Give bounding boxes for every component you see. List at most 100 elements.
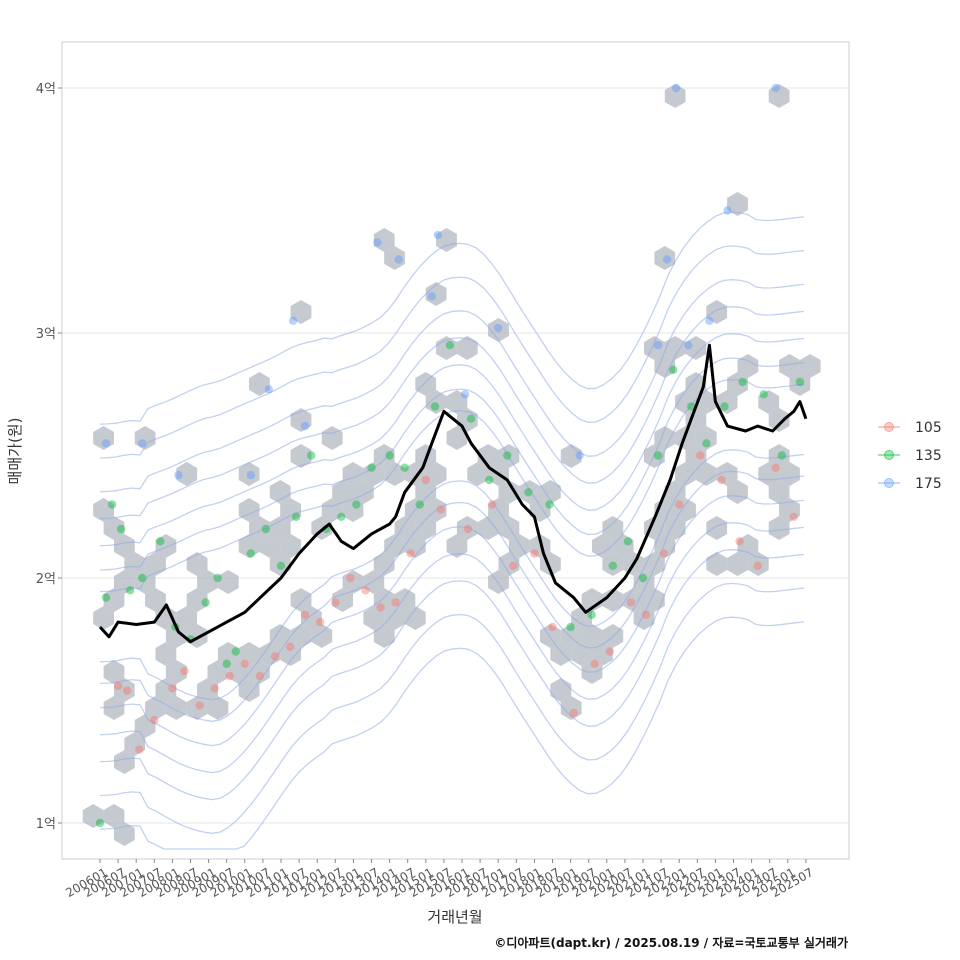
point-series-175 (373, 238, 382, 247)
hexbin-cell (197, 678, 218, 702)
hexbin-cell (768, 408, 790, 432)
contour-line (99, 306, 805, 520)
hexbin-cell (373, 444, 395, 468)
point-series-105 (605, 647, 614, 656)
hexbin-cell (727, 192, 748, 216)
point-series-105 (530, 549, 539, 558)
hexbin-cell (394, 516, 416, 540)
hexbin-cell (467, 462, 489, 486)
hexbin-cell (404, 606, 426, 630)
point-series-135 (720, 402, 729, 411)
hexbin-cell (602, 516, 624, 540)
hexbin-cell (311, 624, 333, 648)
hexbin-cell (425, 282, 447, 306)
hexbin-cell (363, 570, 385, 594)
point-series-135 (261, 524, 271, 534)
point-series-105 (135, 745, 144, 754)
point-series-105 (463, 524, 473, 534)
hexbin-cell (290, 300, 312, 324)
hexbin-cell (706, 300, 728, 324)
hexbin-cell (280, 498, 301, 522)
hexbin-cell (155, 678, 177, 702)
point-series-105 (210, 684, 219, 693)
point-series-135 (107, 500, 117, 509)
point-series-105 (696, 451, 705, 460)
hexbin-cell (207, 660, 229, 684)
scatter-points (95, 83, 805, 828)
point-series-105 (346, 573, 355, 583)
y-tick-label: 4억 (36, 82, 56, 97)
hexbin-cell (799, 354, 821, 378)
hexbin-cell (633, 570, 655, 594)
hexbin-cell (592, 534, 613, 558)
hexbin-cell (664, 516, 686, 540)
point-series-105 (300, 610, 310, 619)
hexbin-cell (768, 480, 790, 504)
hexbin-cell (259, 642, 281, 666)
hexbin-cell (165, 624, 187, 648)
hexbin-cell (716, 462, 738, 486)
hexbin-cell (280, 534, 301, 558)
hexbin-cell (675, 390, 696, 414)
hexbin-cell (540, 480, 561, 504)
point-series-105 (195, 701, 204, 710)
hexbin-cell (404, 534, 426, 558)
point-series-105 (421, 475, 430, 485)
point-series-175 (138, 439, 147, 448)
hexbin-cell (446, 390, 468, 414)
hexbin-cell (488, 318, 509, 342)
point-series-175 (427, 292, 436, 301)
hexbin-cell (779, 462, 800, 486)
hexbin-cell (249, 372, 270, 396)
point-series-135 (623, 537, 633, 546)
point-series-105 (789, 512, 798, 521)
contour-line (99, 549, 805, 801)
legend-label-105: 105 (915, 420, 942, 436)
point-series-135 (385, 451, 394, 460)
point-series-175 (653, 341, 663, 350)
hexbin-cell (592, 642, 613, 666)
point-series-105 (641, 610, 651, 619)
point-series-105 (659, 549, 669, 558)
hexbin-cell (238, 534, 260, 558)
point-series-175 (771, 83, 780, 93)
hexbin-cell (477, 516, 499, 540)
point-series-135 (352, 500, 361, 509)
hexbin-cell (269, 624, 291, 648)
hexbin-cell (425, 462, 447, 486)
hexbin-cell (93, 606, 114, 630)
hexbin-cell (155, 534, 177, 558)
point-series-105 (240, 659, 249, 668)
point-series-175 (174, 470, 183, 480)
point-series-135 (669, 365, 678, 374)
point-series-135 (759, 390, 768, 399)
hexbin-cell (654, 246, 676, 270)
hexbin-cell (332, 480, 353, 504)
point-series-105 (569, 708, 578, 717)
hexbin-cell (436, 228, 457, 252)
point-series-175 (494, 323, 503, 333)
legend: 105 135 175 (878, 420, 942, 492)
contour-line (99, 616, 805, 850)
point-series-105 (753, 561, 762, 570)
hexbin-cell (685, 408, 707, 432)
point-series-105 (488, 500, 497, 509)
trend-line-layer (98, 343, 808, 644)
hexbin-cell (103, 804, 125, 828)
point-series-105 (509, 561, 518, 570)
hexbin-cell (664, 480, 686, 504)
point-series-105 (285, 642, 295, 651)
hexbin-cell (269, 480, 291, 504)
hexbin-cell (259, 534, 281, 558)
point-series-105 (168, 684, 177, 693)
point-series-105 (376, 603, 385, 612)
hexbin-cell (768, 516, 790, 540)
point-series-175 (264, 385, 274, 394)
hexbin-cell (290, 444, 312, 468)
point-series-175 (662, 255, 672, 264)
contour-line (99, 522, 805, 774)
legend-label-135: 135 (915, 448, 942, 464)
hexbin-cell (269, 516, 291, 540)
y-axis-title: 매매가(원) (6, 418, 24, 485)
point-series-135 (795, 377, 805, 387)
